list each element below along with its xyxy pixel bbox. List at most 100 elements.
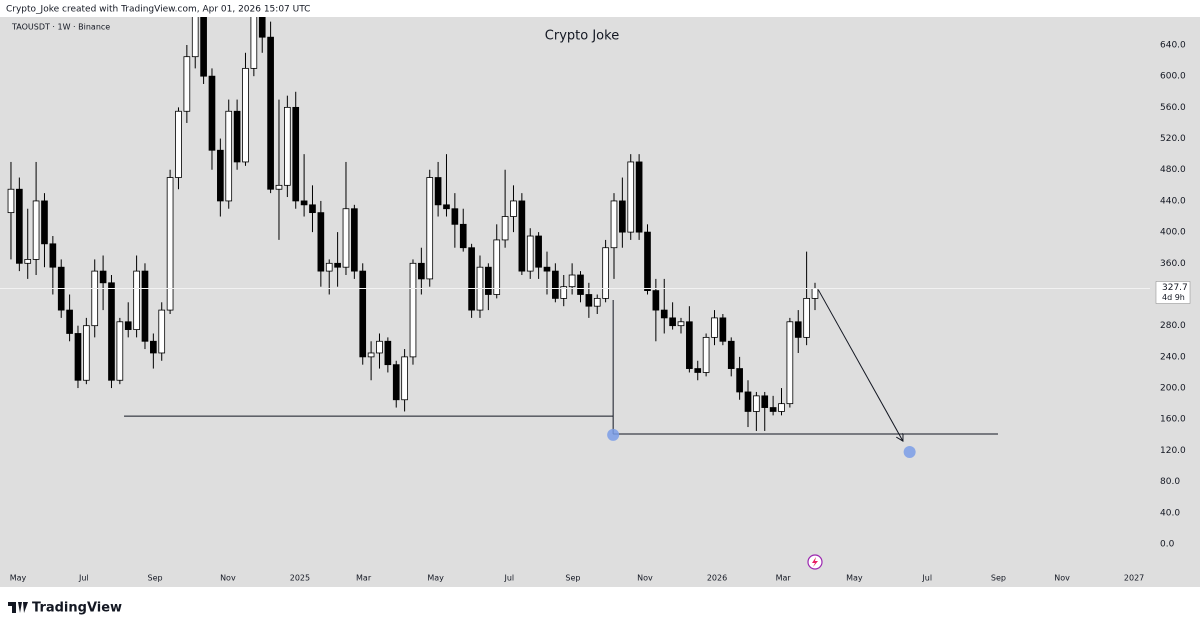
candle-body xyxy=(250,17,258,69)
logo xyxy=(8,602,28,613)
candle-body xyxy=(577,274,584,295)
x-tick-label: Mar xyxy=(776,574,792,583)
x-tick-label: 2026 xyxy=(707,574,727,583)
candle-body xyxy=(317,212,325,272)
y-tick-label: 560.0 xyxy=(1160,103,1186,113)
candle-body xyxy=(183,56,191,112)
candle-body xyxy=(409,262,417,358)
candle-body xyxy=(233,110,241,163)
y-tick-label: 280.0 xyxy=(1160,321,1186,331)
candle-body xyxy=(719,317,727,342)
y-tick-label: 0.0 xyxy=(1160,539,1175,549)
candle-body xyxy=(24,259,32,264)
candle-body xyxy=(702,336,710,373)
candle-body xyxy=(736,368,743,393)
candle-body xyxy=(552,270,559,299)
candle-body xyxy=(744,391,752,412)
x-tick-label: Sep xyxy=(565,574,580,583)
candle-body xyxy=(141,270,149,342)
candle-body xyxy=(99,270,107,284)
candle-body xyxy=(644,231,651,291)
y-tick-label: 640.0 xyxy=(1160,40,1186,50)
candle-body xyxy=(677,321,685,327)
candle-body xyxy=(543,266,551,272)
candle-body xyxy=(367,352,375,358)
candle-body xyxy=(217,149,224,202)
y-tick-label: 520.0 xyxy=(1160,134,1186,144)
candle-body xyxy=(451,208,459,225)
chart-title: Crypto Joke xyxy=(545,29,619,44)
y-tick-label: 400.0 xyxy=(1160,228,1186,238)
marker-dot xyxy=(607,428,620,441)
candle-body xyxy=(585,294,593,307)
x-tick-label: Sep xyxy=(147,574,162,583)
candle-body xyxy=(166,177,174,311)
candle-body xyxy=(41,200,48,245)
candle-body xyxy=(811,288,819,299)
candle-body xyxy=(635,161,643,233)
candle-body xyxy=(627,161,635,233)
x-tick-label: Nov xyxy=(637,574,653,583)
marker-dot xyxy=(903,445,916,458)
y-tick-label: 240.0 xyxy=(1160,352,1186,362)
candle-body xyxy=(602,247,609,299)
candle-body xyxy=(351,208,358,272)
candle-body xyxy=(7,188,15,214)
candle-body xyxy=(108,282,115,381)
candle-body xyxy=(434,177,442,206)
header: Crypto_Joke created with TradingView.com… xyxy=(6,5,310,15)
candle-body xyxy=(727,340,735,369)
x-tick-label: Jul xyxy=(921,574,932,583)
candle-body xyxy=(669,317,676,327)
candle-body xyxy=(334,262,341,268)
candle-body xyxy=(116,321,124,381)
y-tick-label: 600.0 xyxy=(1160,72,1186,82)
candle-body xyxy=(384,340,392,366)
candle-body xyxy=(91,270,99,327)
plot xyxy=(0,17,1150,431)
candle-body xyxy=(593,297,601,307)
x-tick-label: May xyxy=(846,574,863,583)
candle-body xyxy=(191,17,199,58)
candle-body xyxy=(711,317,718,338)
candle-body xyxy=(83,325,90,381)
candle-body xyxy=(535,235,542,268)
candle-body xyxy=(660,309,668,319)
candle-body xyxy=(401,356,408,401)
candle-body xyxy=(225,110,233,202)
candle-body xyxy=(518,200,526,272)
candle-body xyxy=(124,321,132,330)
candle-body xyxy=(485,266,492,295)
candle-body xyxy=(275,184,283,190)
trend-arrow xyxy=(817,289,903,441)
candle-body xyxy=(526,235,534,272)
x-tick-label: Sep xyxy=(991,574,1006,583)
x-tick-label: 2025 xyxy=(290,574,310,583)
candle-body xyxy=(242,67,249,163)
candle-body xyxy=(292,106,300,202)
y-tick-label: 160.0 xyxy=(1160,415,1186,425)
candle-body xyxy=(133,270,140,330)
candle-body xyxy=(158,309,166,354)
candle-body xyxy=(74,333,82,381)
candle-body xyxy=(619,200,626,233)
y-tick-label: 40.0 xyxy=(1160,508,1180,518)
countdown: 4d 9h xyxy=(1162,293,1185,302)
candle-body xyxy=(426,177,434,280)
candle-body xyxy=(258,17,266,38)
candle-body xyxy=(568,274,576,288)
x-tick-label: May xyxy=(427,574,444,583)
candle-body xyxy=(32,200,40,260)
candle-body xyxy=(769,407,777,412)
candle-body xyxy=(560,286,568,299)
candle-body xyxy=(761,395,769,408)
candle-body xyxy=(803,297,810,338)
candle-body xyxy=(418,262,425,280)
candle-body xyxy=(510,200,517,217)
y-tick-label: 480.0 xyxy=(1160,165,1186,175)
candle-body xyxy=(150,340,157,354)
x-tick-label: Nov xyxy=(1054,574,1070,583)
candle-body xyxy=(392,364,400,401)
